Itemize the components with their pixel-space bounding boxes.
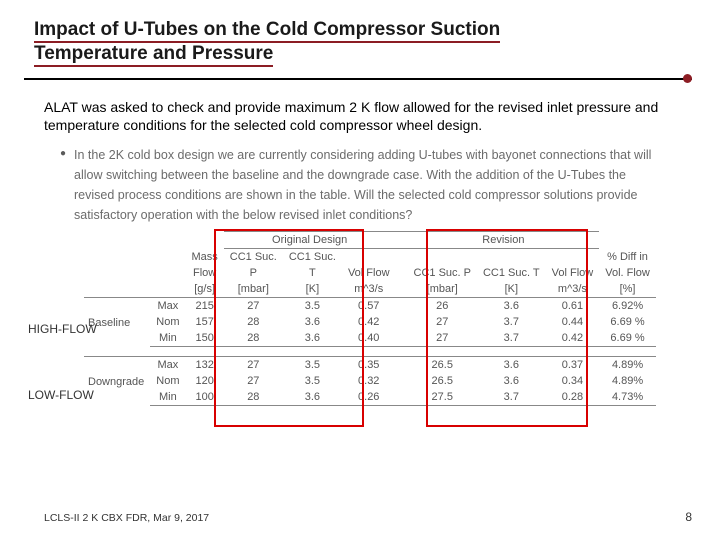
table-row: Baseline Max 215273.50.57263.60.616.92% (84, 298, 656, 315)
h-rvf-b: Vol Flow (546, 265, 600, 281)
h-pct-b: Vol. Flow (599, 265, 656, 281)
table-row: Nom 120273.50.3226.53.60.344.89% (84, 373, 656, 389)
h-rvf-u: m^3/s (546, 281, 600, 298)
data-table: Original Design Revision Mass CC1 Suc. C… (84, 231, 656, 406)
footer-text: LCLS-II 2 K CBX FDR, Mar 9, 2017 (44, 512, 209, 524)
side-label-low: LOW-FLOW (28, 389, 94, 402)
h-t-b: T (283, 265, 342, 281)
bullet-icon: ● (60, 148, 66, 159)
lvl-max: Max (150, 357, 185, 374)
h-mass-a: Mass (186, 249, 224, 266)
h-rp-u: [mbar] (408, 281, 477, 298)
h-pct-a: % Diff in (599, 249, 656, 266)
h-t-u: [K] (283, 281, 342, 298)
h-rt-b: CC1 Suc. T (477, 265, 546, 281)
lvl-min: Min (150, 389, 185, 406)
bullet-text: In the 2K cold box design we are current… (74, 145, 686, 225)
h-rp-b: CC1 Suc. P (408, 265, 477, 281)
title-line2: Temperature and Pressure (34, 43, 273, 67)
lvl-nom: Nom (150, 373, 185, 389)
h-p-b: P (224, 265, 283, 281)
bullet-block: ● In the 2K cold box design we are curre… (74, 145, 686, 225)
h-rt-u: [K] (477, 281, 546, 298)
h-vf-u: m^3/s (342, 281, 396, 298)
table-wrap: HIGH-FLOW LOW-FLOW Original Design Revis… (84, 231, 686, 406)
h-mass-b: Flow (186, 265, 224, 281)
table-row: Min 100283.60.2627.53.70.284.73% (84, 389, 656, 406)
lvl-max: Max (150, 298, 185, 315)
table-row: Nom 157283.60.42273.70.446.69 % (84, 314, 656, 330)
lvl-min: Min (150, 330, 185, 347)
col-group-original: Original Design (224, 232, 396, 249)
h-p-u: [mbar] (224, 281, 283, 298)
col-group-revision: Revision (408, 232, 600, 249)
table-row: Min 150283.60.40273.70.426.69 % (84, 330, 656, 347)
h-p-a: CC1 Suc. (224, 249, 283, 266)
h-pct-u: [%] (599, 281, 656, 298)
h-mass-u: [g/s] (186, 281, 224, 298)
title-line1: Impact of U-Tubes on the Cold Compressor… (34, 19, 500, 43)
h-t-a: CC1 Suc. (283, 249, 342, 266)
side-label-high: HIGH-FLOW (28, 323, 97, 336)
intro-paragraph: ALAT was asked to check and provide maxi… (44, 98, 678, 136)
lvl-nom: Nom (150, 314, 185, 330)
table-row: Downgrade Max 132273.50.3526.53.60.374.8… (84, 357, 656, 374)
page-title: Impact of U-Tubes on the Cold Compressor… (34, 18, 686, 66)
h-vf-b: Vol Flow (342, 265, 396, 281)
page-number: 8 (685, 510, 692, 524)
title-rule (34, 72, 686, 84)
